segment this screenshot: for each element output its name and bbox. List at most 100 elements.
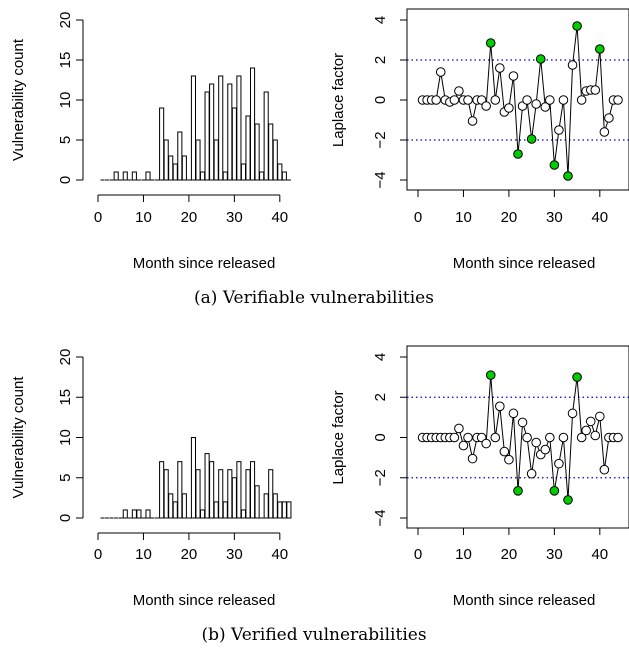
bar xyxy=(250,67,256,181)
x-axis-title: Month since released xyxy=(453,255,596,272)
bar xyxy=(281,501,287,519)
data-point xyxy=(604,113,614,123)
data-point xyxy=(599,127,610,137)
bar xyxy=(272,139,278,181)
highlighted-point xyxy=(535,54,546,64)
data-point xyxy=(545,432,555,443)
data-point xyxy=(454,423,464,434)
bar xyxy=(177,461,183,519)
y-tick-label: 10 xyxy=(57,92,74,109)
bar xyxy=(172,501,178,519)
y-tick-label: 20 xyxy=(57,12,74,29)
data-point xyxy=(522,95,532,105)
bar xyxy=(222,171,228,181)
highlighted-point xyxy=(549,486,560,496)
bar xyxy=(145,171,151,181)
data-point xyxy=(613,95,623,105)
bar xyxy=(209,461,215,519)
bar xyxy=(227,469,233,519)
bar xyxy=(286,501,292,519)
highlighted-point xyxy=(572,21,582,31)
x-tick-label: 40 xyxy=(591,546,608,563)
bar xyxy=(190,75,196,181)
data-point xyxy=(490,95,501,105)
bar xyxy=(245,469,251,519)
bar xyxy=(168,493,174,519)
bar xyxy=(181,493,187,519)
bar xyxy=(190,437,196,519)
y-tick-label: 0 xyxy=(372,96,389,104)
bar xyxy=(250,461,256,519)
data-point xyxy=(540,444,551,455)
data-point xyxy=(531,99,541,109)
highlighted-point xyxy=(563,171,573,181)
bar xyxy=(195,139,201,181)
x-tick-label: 40 xyxy=(271,209,288,226)
bar xyxy=(131,171,137,181)
bar xyxy=(145,509,151,519)
bar xyxy=(195,469,201,519)
bar xyxy=(236,75,242,181)
y-axis-title: Vulnerability count xyxy=(10,376,27,499)
bar xyxy=(268,469,274,519)
bar xyxy=(240,163,246,181)
highlighted-point xyxy=(485,370,496,380)
bar xyxy=(213,139,219,181)
data-point xyxy=(567,60,578,70)
data-point xyxy=(508,71,519,81)
bar xyxy=(209,83,215,181)
laplace-chart-verified: 0 10 20 30 40 −4 −2 0 2 4 Month since released Lapl… xyxy=(330,345,629,609)
bar xyxy=(245,115,251,181)
y-axis-title: Laplace factor xyxy=(330,53,347,147)
bar xyxy=(204,91,210,181)
x-tick-label: 30 xyxy=(226,209,243,226)
data-point xyxy=(517,417,528,428)
x-axis-title: Month since released xyxy=(453,592,596,609)
data-point xyxy=(458,440,469,451)
bar xyxy=(113,171,119,181)
bar xyxy=(172,163,178,181)
x-tick-label: 20 xyxy=(501,209,518,226)
bar xyxy=(277,163,283,181)
x-tick-label: 10 xyxy=(135,546,152,563)
bar xyxy=(168,155,174,181)
x-tick-label: 0 xyxy=(414,546,422,563)
y-tick-label: 0 xyxy=(57,514,74,522)
x-tick-label: 30 xyxy=(226,546,243,563)
x-tick-label: 20 xyxy=(181,209,198,226)
y-axis-title: Vulnerability count xyxy=(10,38,27,161)
bar xyxy=(263,493,269,519)
data-point xyxy=(599,464,610,475)
bar xyxy=(268,123,274,181)
caption-verified: (b) Verified vulnerabilities xyxy=(201,625,426,645)
highlighted-point xyxy=(513,149,523,159)
highlighted-point xyxy=(595,44,605,54)
y-tick-label: 5 xyxy=(57,136,74,144)
bar xyxy=(131,509,137,519)
x-tick-label: 0 xyxy=(94,546,102,563)
data-point xyxy=(463,95,473,105)
bar xyxy=(159,107,165,181)
x-tick-label: 0 xyxy=(94,209,102,226)
bar xyxy=(213,501,219,519)
data-point xyxy=(508,408,519,419)
data-point xyxy=(545,95,555,105)
data-point xyxy=(558,432,569,443)
bar xyxy=(259,171,265,181)
data-point xyxy=(454,86,464,96)
bar-chart-verified: 0 10 20 30 40 0 5 10 15 20 Month since released Vul… xyxy=(10,349,292,609)
data-point xyxy=(590,430,601,441)
x-tick-label: 30 xyxy=(546,209,563,226)
bar xyxy=(240,509,246,519)
bar xyxy=(204,453,210,519)
data-point xyxy=(540,102,551,112)
data-point xyxy=(531,437,541,448)
highlighted-point xyxy=(549,160,560,170)
bar xyxy=(254,123,260,181)
x-tick-label: 10 xyxy=(455,546,472,563)
laplace-chart-verifiable: 0 10 20 30 40 −4 −2 0 2 4 Month since released Lapl… xyxy=(330,8,629,272)
data-point xyxy=(576,95,587,105)
data-point xyxy=(495,401,505,412)
x-tick-label: 40 xyxy=(591,209,608,226)
